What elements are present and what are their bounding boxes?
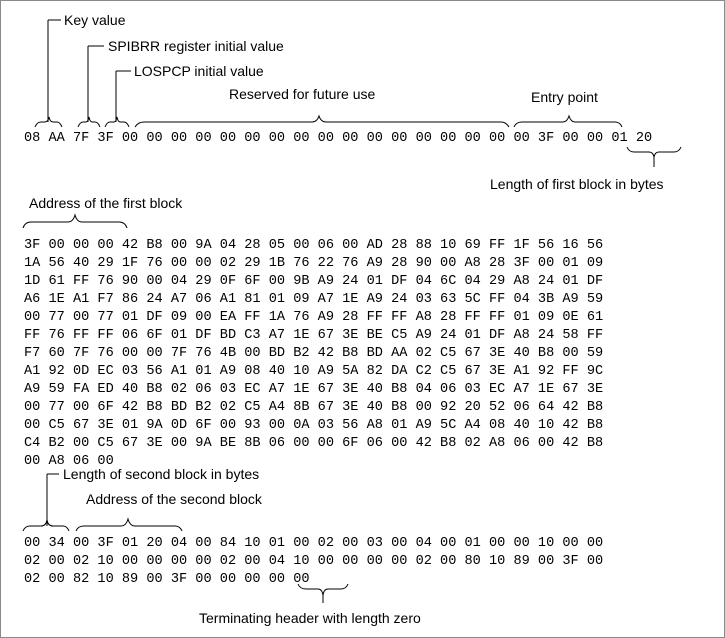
reserved-label: Reserved for future use xyxy=(229,86,376,102)
spibrr-label: SPIBRR register initial value xyxy=(108,38,284,54)
address-second-block-bracket xyxy=(75,517,183,532)
first-block-line: A1 92 0D EC 03 56 A1 01 A9 08 40 10 A9 5… xyxy=(24,364,604,379)
key-value-label: Key value xyxy=(64,12,126,28)
terminating-header-bracket xyxy=(297,583,349,603)
first-block-line: 00 A8 06 00 xyxy=(24,454,114,469)
lospcp-leader xyxy=(104,70,131,128)
first-block-line: C4 B2 00 C5 67 3E 00 9A BE 8B 06 00 00 6… xyxy=(24,436,604,451)
address-first-block-bracket xyxy=(22,213,128,229)
terminating-header-label: Terminating header with length zero xyxy=(199,610,421,626)
first-block-line: 00 77 00 6F 42 B8 BD B2 02 C5 A4 8B 67 3… xyxy=(24,400,604,415)
first-block-line: F7 60 7F 76 00 00 7F 76 4B 00 BD B2 42 B… xyxy=(24,346,604,361)
address-second-block-label: Address of the second block xyxy=(86,491,262,507)
first-block-line: 3F 00 00 00 42 B8 00 9A 04 28 05 00 06 0… xyxy=(24,238,604,253)
length-second-block-label: Length of second block in bytes xyxy=(63,466,260,482)
spibrr-leader xyxy=(77,45,104,128)
first-block-line: FF 76 FF FF 06 6F 01 DF BD C3 A7 1E 67 3… xyxy=(24,328,604,343)
first-block-line: 1A 56 40 29 1F 76 00 00 02 29 1B 76 22 7… xyxy=(24,256,604,271)
entry-point-bracket xyxy=(513,114,623,128)
header-hex-row: 08 AA 7F 3F 00 00 00 00 00 00 00 00 00 0… xyxy=(24,131,653,146)
first-block-line: 00 C5 67 3E 01 9A 0D 6F 00 93 00 0A 03 5… xyxy=(24,418,604,433)
first-block-line: A9 59 FA ED 40 B8 02 06 03 EC A7 1E 67 3… xyxy=(24,382,604,397)
reserved-bracket xyxy=(134,114,510,128)
second-block-line: 00 34 00 3F 01 20 04 00 84 10 01 00 02 0… xyxy=(24,536,604,551)
lospcp-label: LOSPCP initial value xyxy=(134,63,264,79)
second-block-line: 02 00 02 10 00 00 00 00 02 00 04 10 00 0… xyxy=(24,554,604,569)
length-second-block-leader xyxy=(22,473,70,532)
length-first-block-bracket xyxy=(626,146,682,167)
first-block-line: 1D 61 FF 76 90 00 04 29 0F 6F 00 9B A9 2… xyxy=(24,274,604,289)
entry-point-label: Entry point xyxy=(531,89,598,105)
address-first-block-label: Address of the first block xyxy=(29,195,183,211)
key-value-leader xyxy=(34,19,63,128)
first-block-line: 00 77 00 77 01 DF 09 00 EA FF 1A 76 A9 2… xyxy=(24,310,604,325)
second-block-line: 02 00 82 10 89 00 3F 00 00 00 00 00 xyxy=(24,572,310,587)
length-first-block-label: Length of first block in bytes xyxy=(490,176,664,192)
first-block-line: A6 1E A1 F7 86 24 A7 06 A1 81 01 09 A7 1… xyxy=(24,292,604,307)
